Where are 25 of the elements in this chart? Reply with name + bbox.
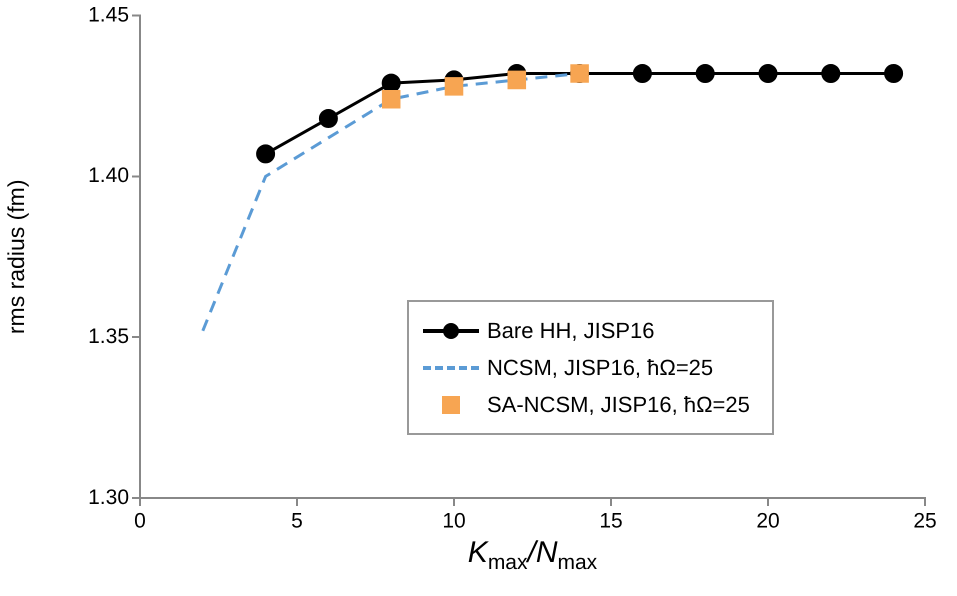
x-tick-label: 20: [756, 509, 780, 532]
legend-label: NCSM, JISP16, ħΩ=25: [487, 354, 714, 380]
x-tick-label: 0: [134, 509, 146, 532]
y-axis-title: rms radius (fm): [3, 179, 30, 334]
y-tick-label: 1.45: [88, 3, 129, 26]
point: [758, 64, 778, 83]
legend-label: SA-NCSM, JISP16, ħΩ=25: [487, 392, 750, 418]
x-axis-title: K$_{max}$/N$_{max}$: [466, 536, 598, 575]
x-tick-label: 15: [599, 509, 623, 532]
x-tick-label: 25: [913, 509, 937, 532]
legend-label: Bare HH, JISP16: [487, 318, 655, 344]
y-tick-label: 1.40: [88, 164, 129, 188]
point: [884, 64, 904, 83]
point: [632, 64, 652, 83]
y-tick-label: 1.30: [88, 486, 129, 509]
point: [821, 64, 840, 83]
point: [256, 144, 276, 164]
point: [382, 90, 400, 108]
point: [444, 77, 464, 96]
point: [318, 109, 338, 128]
y-tick-label: 1.35: [88, 324, 129, 348]
point: [508, 70, 526, 90]
x-tick-label: 5: [291, 509, 303, 532]
point: [696, 64, 715, 83]
x-tick-label: 10: [442, 509, 466, 532]
